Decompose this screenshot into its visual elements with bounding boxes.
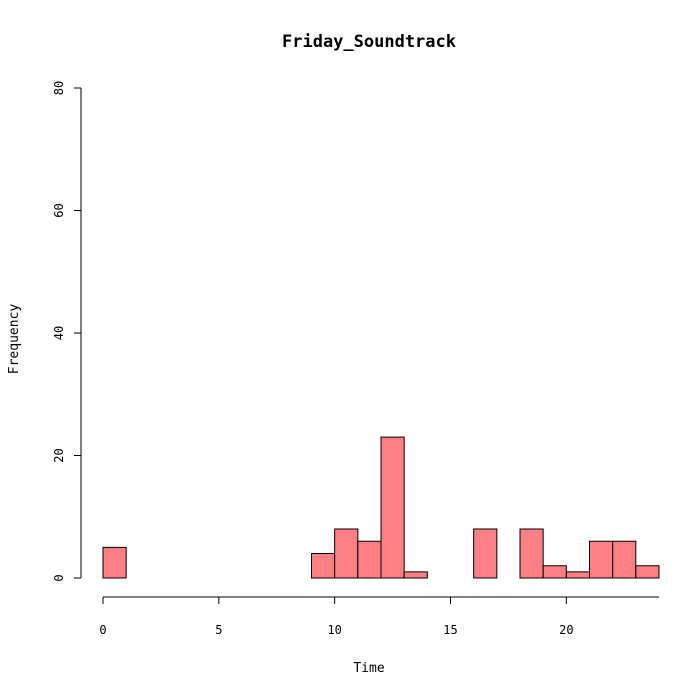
chart-title: Friday_Soundtrack — [282, 32, 456, 52]
histogram-bar-11 — [357, 540, 382, 579]
x-tick-label-1: 5 — [215, 623, 222, 637]
histogram-bar-20 — [565, 571, 590, 579]
x-axis: 0 5 10 15 20 — [99, 596, 659, 637]
y-axis: 0 20 40 60 80 — [52, 81, 82, 582]
histogram-bar-21 — [589, 540, 614, 579]
x-tick-label-4: 20 — [559, 623, 573, 637]
histogram-bar-22 — [612, 540, 637, 579]
histogram-bar-19 — [542, 565, 567, 579]
histogram-bar-12 — [380, 436, 405, 579]
y-tick-label-0: 0 — [52, 574, 66, 581]
histogram-bar-10 — [334, 528, 359, 579]
histogram-bar-18 — [519, 528, 544, 579]
x-tick-label-2: 10 — [327, 623, 341, 637]
histogram-bar-13 — [403, 571, 428, 579]
y-tick-label-3: 60 — [52, 203, 66, 217]
y-axis-label: Frequency — [7, 304, 22, 375]
histogram-bar-9 — [311, 553, 336, 579]
bars-group — [102, 436, 660, 579]
y-tick-label-1: 20 — [52, 448, 66, 462]
y-tick-label-2: 40 — [52, 326, 66, 340]
y-tick-label-4: 80 — [52, 81, 66, 95]
x-tick-label-3: 15 — [443, 623, 457, 637]
x-axis-label: Time — [353, 661, 384, 676]
x-tick-label-0: 0 — [99, 623, 106, 637]
histogram-bar-0 — [102, 546, 127, 579]
histogram-bar-16 — [473, 528, 498, 579]
histogram-bar-23 — [635, 565, 660, 579]
